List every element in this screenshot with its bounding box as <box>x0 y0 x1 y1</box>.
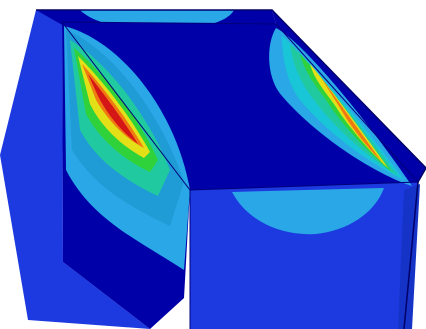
front-face-light-patch <box>232 188 384 235</box>
box-edges <box>36 9 426 329</box>
inner-right-wall <box>272 10 426 182</box>
front-right-face <box>190 182 418 329</box>
inner-back-wall <box>62 22 418 190</box>
inner-edges <box>61 21 420 191</box>
right-contour-band-orange <box>320 76 382 162</box>
left-outer-wall <box>0 10 150 329</box>
left-contour-band-red <box>88 74 138 144</box>
left-contour-band-orange <box>82 64 144 148</box>
